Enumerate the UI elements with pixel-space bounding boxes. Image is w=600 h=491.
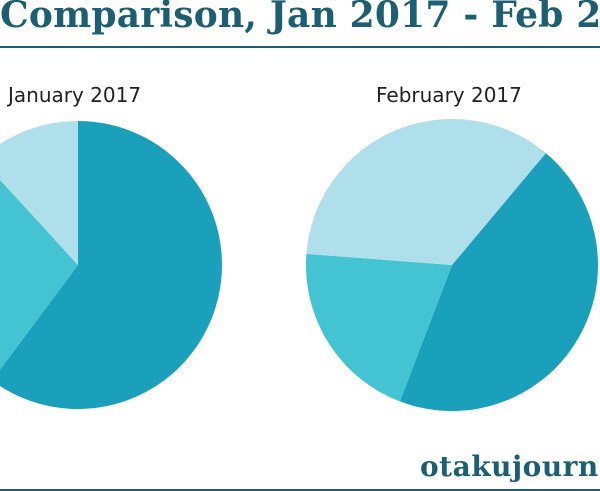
brand-logo-text: otakujourna [420,450,600,483]
pie-january [0,121,222,409]
pie-slice-feb-3 [306,118,546,266]
top-divider [0,46,600,48]
pie-slice-feb-2 [305,253,452,402]
pie-slice-jan-2 [0,179,78,370]
pie-slice-feb-1 [399,153,599,412]
pie-february [305,118,599,412]
chart-title: Comparison, Jan 2017 - Feb 20 [0,0,600,36]
bottom-divider [0,489,600,491]
pie-slice-jan-1 [0,121,222,409]
pie-slice-jan-3 [0,121,78,265]
pie-title-january: January 2017 [8,83,142,107]
pie-title-february: February 2017 [376,83,522,107]
